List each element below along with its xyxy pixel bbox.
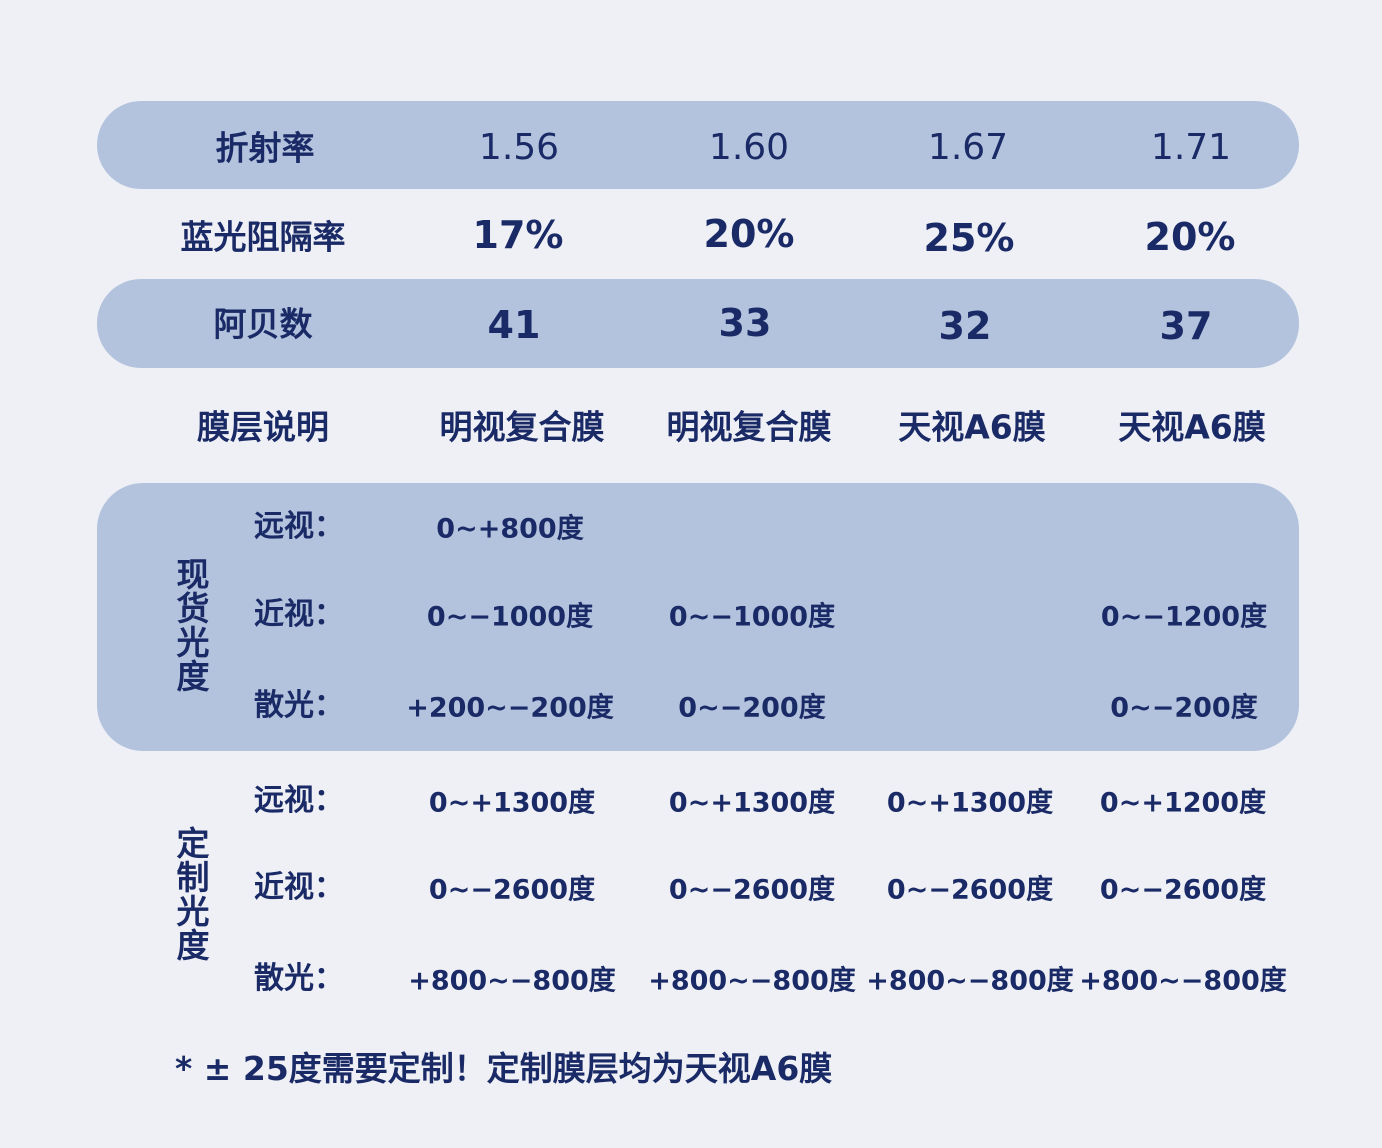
stock-myopia-value-4: 0~−1200度	[1100, 601, 1268, 633]
custom-myopia-value-1: 0~−2600度	[428, 874, 596, 906]
stock-hyperopia-value-1: 0~+800度	[436, 513, 584, 545]
custom-astigmatism-value-2: +800~−800度	[648, 965, 856, 997]
stock-astigmatism-value-1: +200~−200度	[406, 692, 614, 724]
custom-hyperopia-value-2: 0~+1300度	[668, 787, 836, 819]
refraction-value-2: 1.60	[708, 127, 790, 168]
custom-astigmatism-label: 散光：	[254, 961, 344, 996]
stock-myopia-label: 近视：	[254, 597, 344, 632]
abbe-row-band	[97, 279, 1299, 368]
custom-power-label: 定制光度	[176, 824, 210, 965]
custom-hyperopia-value-4: 0~+1200度	[1099, 787, 1267, 819]
coating-value-3: 天视A6膜	[898, 407, 1046, 447]
custom-hyperopia-value-1: 0~+1300度	[428, 787, 596, 819]
blue-block-value-4: 20%	[1144, 215, 1236, 259]
abbe-value-1: 41	[487, 303, 541, 347]
row-label-blue-block: 蓝光阻隔率	[180, 217, 346, 257]
custom-myopia-label: 近视：	[254, 870, 344, 905]
blue-block-value-2: 20%	[703, 212, 795, 256]
coating-value-4: 天视A6膜	[1118, 407, 1266, 447]
coating-value-2: 明视复合膜	[666, 407, 832, 447]
abbe-value-2: 33	[718, 301, 772, 345]
stock-power-label: 现货光度	[176, 555, 210, 696]
custom-astigmatism-value-4: +800~−800度	[1079, 965, 1287, 997]
row-label-coating: 膜层说明	[197, 407, 329, 447]
blue-block-value-3: 25%	[923, 216, 1015, 260]
blue-block-value-1: 17%	[472, 213, 564, 257]
refraction-row-band	[97, 101, 1299, 189]
stock-astigmatism-label: 散光：	[254, 688, 344, 723]
custom-astigmatism-value-3: +800~−800度	[866, 965, 1074, 997]
custom-hyperopia-label: 远视：	[254, 783, 344, 818]
stock-astigmatism-value-4: 0~−200度	[1110, 692, 1258, 724]
row-label-refraction: 折射率	[215, 128, 315, 168]
coating-value-1: 明视复合膜	[439, 407, 605, 447]
stock-power-band	[97, 483, 1299, 751]
custom-myopia-value-4: 0~−2600度	[1099, 874, 1267, 906]
abbe-value-4: 37	[1159, 304, 1213, 348]
refraction-value-1: 1.56	[478, 127, 560, 168]
custom-myopia-value-3: 0~−2600度	[886, 874, 1054, 906]
refraction-value-4: 1.71	[1150, 127, 1232, 168]
stock-myopia-value-2: 0~−1000度	[668, 601, 836, 633]
custom-astigmatism-value-1: +800~−800度	[408, 965, 616, 997]
footnote: * ± 25度需要定制！定制膜层均为天视A6膜	[175, 1049, 833, 1088]
row-label-abbe: 阿贝数	[213, 304, 313, 344]
refraction-value-3: 1.67	[927, 127, 1009, 168]
stock-hyperopia-label: 远视：	[254, 509, 344, 544]
custom-myopia-value-2: 0~−2600度	[668, 874, 836, 906]
stock-astigmatism-value-2: 0~−200度	[678, 692, 826, 724]
abbe-value-3: 32	[938, 304, 992, 348]
stock-myopia-value-1: 0~−1000度	[426, 601, 594, 633]
custom-hyperopia-value-3: 0~+1300度	[886, 787, 1054, 819]
